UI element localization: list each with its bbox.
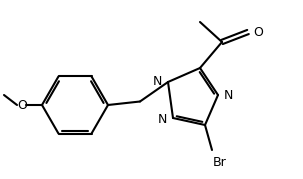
Text: N: N [224,88,233,101]
Text: O: O [17,98,27,112]
Text: Br: Br [213,156,227,169]
Text: O: O [253,25,263,38]
Text: N: N [158,112,167,125]
Text: N: N [153,74,162,88]
